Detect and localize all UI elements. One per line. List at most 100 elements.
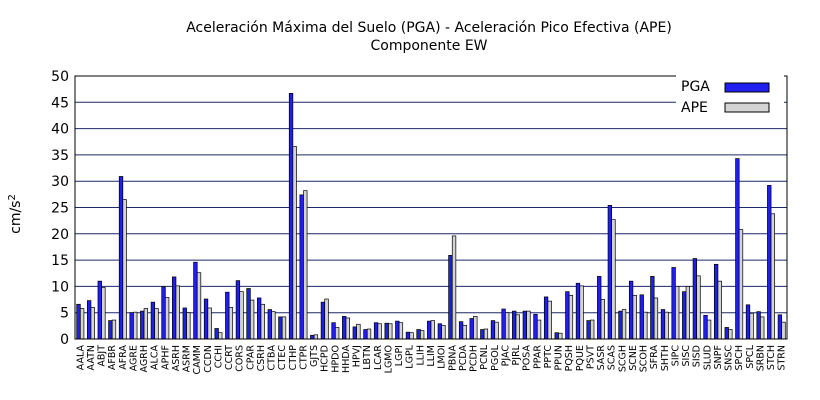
x-tick-label: SCAS: [607, 345, 618, 370]
x-tick-label: SASR: [596, 345, 607, 371]
x-tick-label: CTBA: [267, 344, 278, 370]
bar-ape-cors: [239, 291, 244, 340]
x-tick-label: PGOL: [490, 344, 501, 371]
bar-pga-spcl: [745, 304, 751, 340]
bar-pga-posa: [522, 310, 527, 340]
bar-ape-shth: [664, 311, 669, 340]
bar-pga-psvt: [586, 320, 591, 340]
x-tick-label: PQSH: [564, 345, 575, 371]
bar-pga-hpvj: [352, 326, 357, 340]
bar-ape-hpdo: [335, 327, 340, 340]
bar-ape-aala: [79, 308, 85, 340]
x-tick-label: PBNA: [447, 345, 458, 371]
bar-ape-llih: [420, 330, 425, 340]
bar-ape-pcda: [462, 324, 467, 340]
bar-ape-snsc: [728, 329, 733, 340]
bar-pga-scne: [628, 280, 634, 340]
y-tick-label: 35: [51, 148, 69, 164]
x-tick-label: LGPI: [394, 345, 405, 366]
x-tick-label: PJRL: [511, 344, 522, 365]
bar-ape-hpvj: [356, 323, 361, 340]
y-tick-label: 10: [51, 279, 69, 295]
bar-pga-scoh: [639, 294, 644, 340]
bar-ape-lgpi: [398, 322, 404, 340]
plot-border: [74, 75, 788, 340]
bar-pga-agrh: [140, 310, 145, 340]
bar-pga-snpf: [713, 263, 719, 340]
y-tick-label: 25: [51, 201, 69, 217]
bar-ape-spch: [738, 229, 744, 340]
bar-pga-afra: [118, 176, 124, 340]
bar-pga-spch: [735, 158, 740, 340]
bar-pga-sipc: [671, 267, 676, 340]
bar-pga-aatn: [86, 300, 92, 340]
x-tick-label: SISC: [681, 345, 692, 367]
x-tick-label: PSVT: [585, 345, 596, 369]
bar-ape-cchi: [218, 332, 223, 340]
x-tick-label: LMOI: [437, 345, 448, 369]
bar-pga-pgol: [490, 320, 496, 340]
bar-ape-pptc: [547, 300, 552, 340]
bar-ape-hhda: [345, 317, 350, 340]
x-tick-label: PPTC: [543, 345, 554, 369]
x-tick-label: SNSC: [724, 345, 735, 371]
x-tick-label: PJAC: [500, 345, 511, 367]
bar-ape-sasr: [600, 299, 605, 340]
bar-pga-hhda: [342, 316, 347, 340]
bar-pga-agre: [129, 312, 134, 340]
x-tick-label: SRBN: [755, 345, 766, 371]
bar-pga-llih: [416, 329, 421, 340]
x-tick-label: AGRH: [139, 345, 150, 372]
bar-pga-ppar: [533, 313, 538, 340]
bar-pga-slud: [703, 314, 708, 340]
bar-ape-pbna: [451, 235, 457, 340]
bar-pga-strn: [777, 314, 783, 340]
x-tick-label: PPAR: [532, 345, 543, 369]
bar-ape-pjrl: [515, 314, 520, 340]
bar-pga-scas: [607, 205, 613, 340]
bar-pga-cpar: [246, 288, 251, 340]
bar-ape-asrm: [186, 312, 191, 340]
x-tick-label: CTEC: [277, 345, 288, 370]
bar-ape-scgh: [621, 309, 627, 340]
x-tick-label: PCNL: [479, 344, 490, 369]
bar-ape-sfra: [653, 297, 659, 340]
legend-swatch-ape: [724, 102, 770, 113]
x-tick-label: CTPR: [298, 345, 309, 370]
x-tick-label: LGPL: [405, 344, 416, 368]
bar-ape-lgmo: [388, 323, 393, 340]
bar-pga-stch: [767, 185, 772, 340]
x-tick-label: PQUE: [575, 345, 586, 371]
bar-pga-asrh: [172, 276, 177, 340]
bar-pga-pptc: [543, 296, 549, 340]
x-tick-label: SHTH: [660, 345, 671, 371]
bar-pga-hcpd: [320, 301, 326, 340]
bar-ape-afbr: [111, 319, 117, 340]
y-tick-labels: 0 5 10 15 20 25 30 35 40 45 50: [51, 69, 69, 348]
x-tick-label: SFRA: [649, 345, 660, 370]
x-tick-label: GJTS: [309, 345, 320, 367]
bar-ape-srbn: [760, 316, 765, 340]
chart-subtitle: Componente EW: [370, 38, 487, 54]
bar-pga-llim: [427, 320, 432, 340]
x-tick-label: HHDA: [341, 345, 352, 373]
bar-ape-psvt: [590, 319, 595, 340]
bar-pga-gjts: [310, 334, 315, 340]
bar-ape-sisd: [696, 275, 701, 340]
bar-ape-slud: [706, 319, 712, 340]
bar-pga-sfra: [650, 276, 655, 340]
bar-ape-pque: [579, 285, 584, 340]
bar-ape-posa: [526, 310, 531, 340]
bar-ape-spcl: [749, 312, 754, 340]
bar-ape-camm: [196, 272, 202, 340]
bar-pga-hpdo: [331, 322, 336, 340]
bar-ape-sisc: [685, 286, 690, 340]
x-tick-label: LLIM: [426, 345, 437, 367]
bars: [76, 93, 786, 340]
bar-pga-pcda: [458, 321, 464, 340]
bar-pga-cors: [235, 280, 241, 340]
x-tick-label: ASRM: [182, 345, 193, 372]
bar-pga-lcar: [373, 322, 379, 340]
x-tick-label: CORS: [235, 345, 246, 372]
